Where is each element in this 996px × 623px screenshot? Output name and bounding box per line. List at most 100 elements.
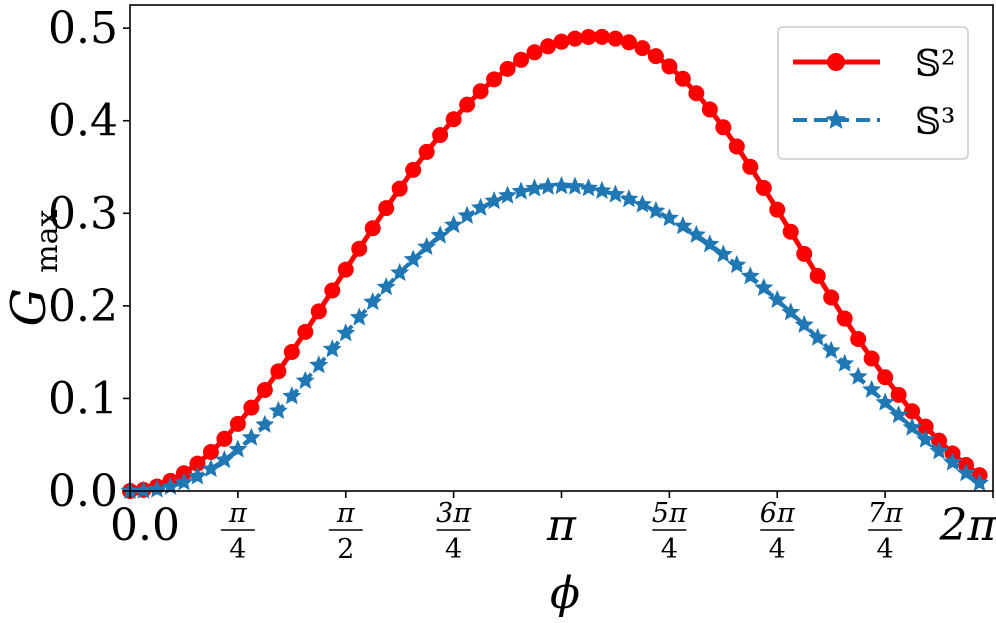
point-s2-1 bbox=[133, 480, 153, 499]
point-s1-25 bbox=[459, 96, 476, 113]
point-s2-42 bbox=[686, 224, 706, 243]
legend-swatch-marker-1 bbox=[827, 53, 845, 71]
legend-swatch-marker-2 bbox=[825, 109, 847, 129]
y-tick-label-1: 0.1 bbox=[48, 373, 118, 424]
point-s2-7 bbox=[214, 449, 234, 469]
x-tick-numerator-1: π bbox=[228, 498, 248, 529]
point-s2-57 bbox=[889, 405, 909, 424]
point-s1-28 bbox=[499, 60, 516, 77]
point-s2-41 bbox=[673, 216, 693, 235]
point-s1-40 bbox=[661, 58, 678, 75]
point-s2-18 bbox=[363, 292, 383, 311]
point-s1-39 bbox=[647, 48, 664, 65]
point-s2-6 bbox=[201, 458, 221, 478]
point-s1-7 bbox=[216, 430, 233, 447]
point-s2-35 bbox=[592, 180, 612, 199]
point-s2-43 bbox=[700, 234, 720, 253]
x-tick-label-6: 6π4 bbox=[760, 498, 796, 565]
point-s2-33 bbox=[565, 176, 585, 195]
point-s2-11 bbox=[268, 400, 288, 420]
x-tick-denominator-1: 4 bbox=[229, 534, 246, 565]
point-s1-34 bbox=[580, 28, 597, 45]
point-s2-13 bbox=[295, 370, 315, 390]
y-tick-label-5: 0.5 bbox=[48, 3, 118, 54]
point-s1-29 bbox=[513, 51, 530, 68]
y-axis-label: G max bbox=[1, 209, 65, 326]
point-s1-27 bbox=[486, 71, 503, 88]
point-s2-22 bbox=[417, 236, 437, 256]
point-s1-57 bbox=[890, 386, 907, 403]
point-s2-16 bbox=[336, 323, 356, 342]
point-s2-5 bbox=[187, 466, 207, 485]
x-tick-numerator-3: 3π bbox=[436, 498, 472, 529]
point-s2-23 bbox=[430, 225, 450, 244]
point-s1-33 bbox=[566, 30, 583, 47]
point-s1-41 bbox=[674, 70, 691, 87]
y-tick-label-0: 0.0 bbox=[48, 466, 118, 517]
point-s1-9 bbox=[243, 399, 260, 416]
point-s2-47 bbox=[754, 277, 774, 296]
point-s2-15 bbox=[322, 339, 342, 358]
point-s2-29 bbox=[511, 181, 531, 200]
point-s2-40 bbox=[659, 208, 679, 227]
point-s2-60 bbox=[929, 441, 949, 460]
point-s2-58 bbox=[902, 417, 922, 436]
point-s1-32 bbox=[553, 33, 570, 50]
point-s1-36 bbox=[607, 30, 624, 47]
point-s2-52 bbox=[821, 340, 841, 359]
point-s2-30 bbox=[525, 178, 545, 197]
point-s2-26 bbox=[471, 197, 491, 216]
point-s1-5 bbox=[189, 455, 206, 472]
point-s2-53 bbox=[835, 353, 855, 372]
point-s2-12 bbox=[282, 386, 302, 405]
point-s2-48 bbox=[767, 289, 787, 309]
y-axis-ticks: 0.0 0.1 0.2 0.3 0.4 0.5 bbox=[48, 3, 130, 517]
point-s1-18 bbox=[364, 220, 381, 237]
point-s1-54 bbox=[850, 331, 867, 347]
point-s2-10 bbox=[255, 414, 275, 433]
point-s1-42 bbox=[688, 85, 705, 102]
point-s1-56 bbox=[877, 369, 894, 386]
legend-item-1: 𝕊² bbox=[793, 44, 955, 85]
x-tick-denominator-5: 4 bbox=[661, 534, 678, 565]
x-tick-numerator-5: 5π bbox=[652, 498, 688, 529]
svg-text:G max: G max bbox=[1, 209, 65, 326]
x-tick-label-8: 2π bbox=[939, 500, 996, 551]
point-s1-53 bbox=[836, 310, 853, 327]
x-axis-label: ϕ bbox=[550, 568, 580, 619]
x-tick-label-5: 5π4 bbox=[652, 498, 688, 565]
x-tick-denominator-3: 4 bbox=[445, 534, 462, 565]
point-s2-14 bbox=[309, 355, 329, 374]
point-s2-31 bbox=[538, 176, 558, 195]
point-s1-10 bbox=[256, 382, 273, 398]
point-s2-50 bbox=[794, 314, 814, 334]
point-s2-59 bbox=[916, 429, 936, 448]
x-tick-label-3: 3π4 bbox=[436, 498, 472, 565]
point-s1-48 bbox=[769, 201, 786, 218]
legend: 𝕊² 𝕊³ bbox=[777, 26, 969, 160]
point-s2-45 bbox=[727, 255, 747, 274]
point-s2-49 bbox=[781, 302, 801, 321]
x-tick-label-2: π2 bbox=[328, 498, 363, 565]
x-tick-denominator-6: 4 bbox=[769, 534, 786, 565]
point-s2-37 bbox=[619, 189, 639, 208]
y-tick-label-4: 0.4 bbox=[48, 96, 118, 147]
point-s2-17 bbox=[349, 307, 369, 326]
point-s1-22 bbox=[418, 143, 435, 160]
y-axis-label-subscript: max bbox=[30, 209, 65, 272]
point-s2-62 bbox=[956, 463, 976, 482]
point-s2-46 bbox=[740, 266, 760, 285]
point-s2-36 bbox=[605, 184, 625, 203]
x-tick-numerator-7: 7π bbox=[868, 498, 904, 529]
x-tick-numerator-2: π bbox=[336, 498, 356, 529]
point-s2-20 bbox=[390, 262, 410, 281]
series-2 bbox=[120, 176, 990, 500]
point-s2-44 bbox=[713, 244, 733, 263]
point-s1-31 bbox=[540, 38, 557, 55]
point-s2-39 bbox=[646, 200, 666, 220]
point-s2-34 bbox=[578, 178, 598, 197]
legend-label-2: 𝕊³ bbox=[915, 102, 955, 143]
point-s1-59 bbox=[917, 418, 934, 435]
